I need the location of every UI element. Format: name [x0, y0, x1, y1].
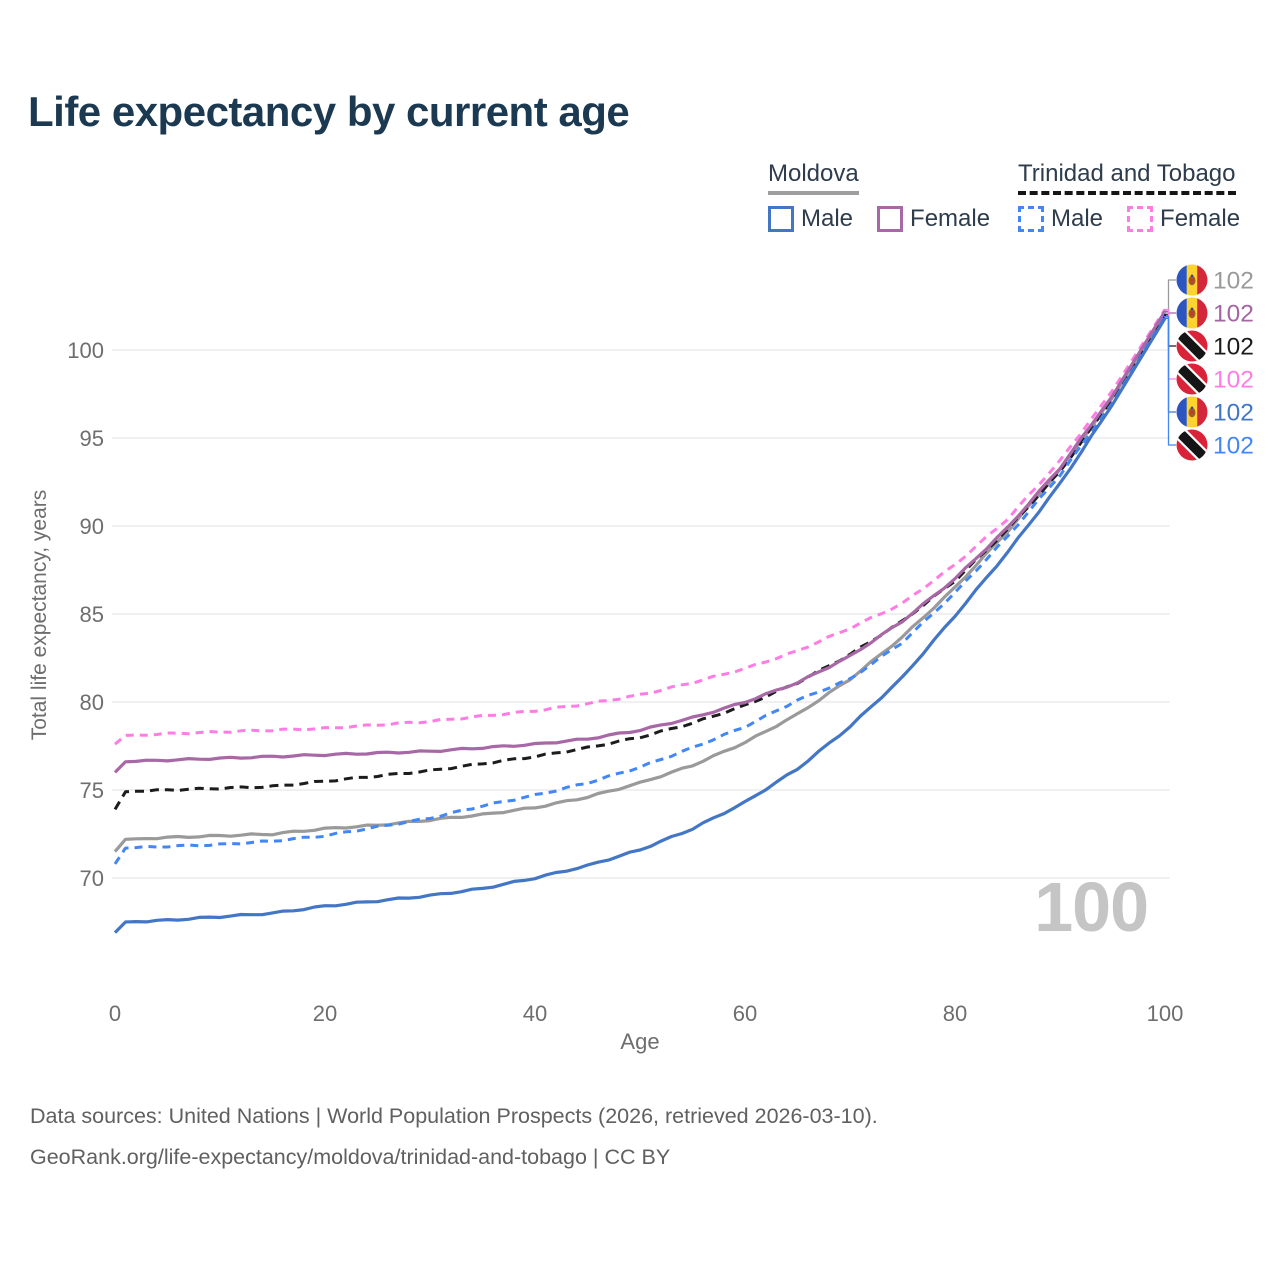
tt-male-swatch	[1018, 206, 1044, 232]
y-tick-85: 85	[80, 602, 104, 627]
x-axis-label: Age	[620, 1029, 659, 1054]
page-title: Life expectancy by current age	[28, 88, 630, 135]
y-tick-100: 100	[67, 338, 104, 363]
legend-item-label: Male	[1051, 205, 1104, 232]
flag-icon-moldova	[1176, 264, 1208, 296]
legend-group-moldova: Moldova Male Female	[768, 160, 990, 233]
legend-items-moldova: Male Female	[768, 205, 990, 233]
moldova-female-swatch	[877, 206, 904, 232]
legend-item-label: Female	[910, 205, 991, 232]
end-value-trinidad-and-tobago-male: 102	[1213, 433, 1254, 460]
x-tick-60: 60	[733, 1001, 757, 1026]
y-tick-90: 90	[80, 514, 104, 539]
legend-item-tt-female[interactable]: Female	[1127, 205, 1240, 233]
y-tick-80: 80	[80, 690, 104, 715]
series-line-moldova-male[interactable]	[113, 317, 1167, 934]
flag-icon-trinidad-and-tobago	[1176, 330, 1208, 362]
x-tick-20: 20	[313, 1001, 337, 1026]
flag-icon-moldova	[1176, 396, 1208, 428]
x-tick-80: 80	[943, 1001, 967, 1026]
data-sources-text: Data sources: United Nations | World Pop…	[30, 1104, 878, 1128]
legend-item-label: Male	[801, 205, 854, 232]
leader-line-moldova-male	[1164, 317, 1176, 413]
series-line-trinidad-and-tobago-male[interactable]	[113, 315, 1167, 865]
end-value-trinidad-and-tobago-female: 102	[1213, 367, 1254, 394]
end-value-trinidad-and-tobago-both-sexes: 102	[1213, 334, 1254, 361]
x-tick-40: 40	[523, 1001, 547, 1026]
legend-item-moldova-female[interactable]: Female	[877, 205, 990, 233]
end-value-moldova-female: 102	[1213, 301, 1254, 328]
x-tick-0: 0	[109, 1001, 121, 1026]
legend-item-label: Female	[1160, 205, 1241, 232]
series-line-moldova-both-sexes[interactable]	[113, 312, 1167, 853]
series-line-trinidad-and-tobago-both-sexes[interactable]	[113, 314, 1167, 811]
legend-header-moldova[interactable]: Moldova	[768, 160, 859, 195]
flag-icon-moldova	[1176, 297, 1208, 329]
end-value-moldova-male: 102	[1213, 400, 1254, 427]
flag-icon-trinidad-and-tobago	[1176, 363, 1208, 395]
legend-item-tt-male[interactable]: Male	[1018, 205, 1103, 233]
age-watermark: 100	[1034, 868, 1149, 946]
tt-female-swatch	[1127, 206, 1154, 232]
legend-header-trinidad-and-tobago[interactable]: Trinidad and Tobago	[1018, 160, 1236, 195]
series-line-moldova-female[interactable]	[113, 310, 1167, 774]
attribution-text: GeoRank.org/life-expectancy/moldova/trin…	[30, 1144, 671, 1169]
flag-icon-trinidad-and-tobago	[1176, 429, 1208, 461]
y-axis-label: Total life expectancy, years	[28, 490, 51, 741]
legend-item-moldova-male[interactable]: Male	[768, 205, 853, 233]
x-tick-100: 100	[1147, 1001, 1184, 1026]
footer: Data sources: United Nations | World Pop…	[30, 1104, 878, 1169]
leader-line-trinidad-and-tobago-male	[1164, 315, 1176, 446]
leader-line-moldova-both-sexes	[1164, 279, 1176, 314]
end-value-moldova-both-sexes: 102	[1213, 268, 1254, 295]
legend-group-trinidad-and-tobago: Trinidad and Tobago Male Female	[1018, 160, 1240, 233]
y-tick-75: 75	[80, 778, 104, 803]
series-line-trinidad-and-tobago-female[interactable]	[114, 308, 1167, 746]
legend-items-trinidad-and-tobago: Male Female	[1018, 205, 1240, 233]
y-tick-95: 95	[80, 426, 104, 451]
moldova-male-swatch	[768, 206, 794, 232]
y-tick-70: 70	[80, 866, 104, 891]
